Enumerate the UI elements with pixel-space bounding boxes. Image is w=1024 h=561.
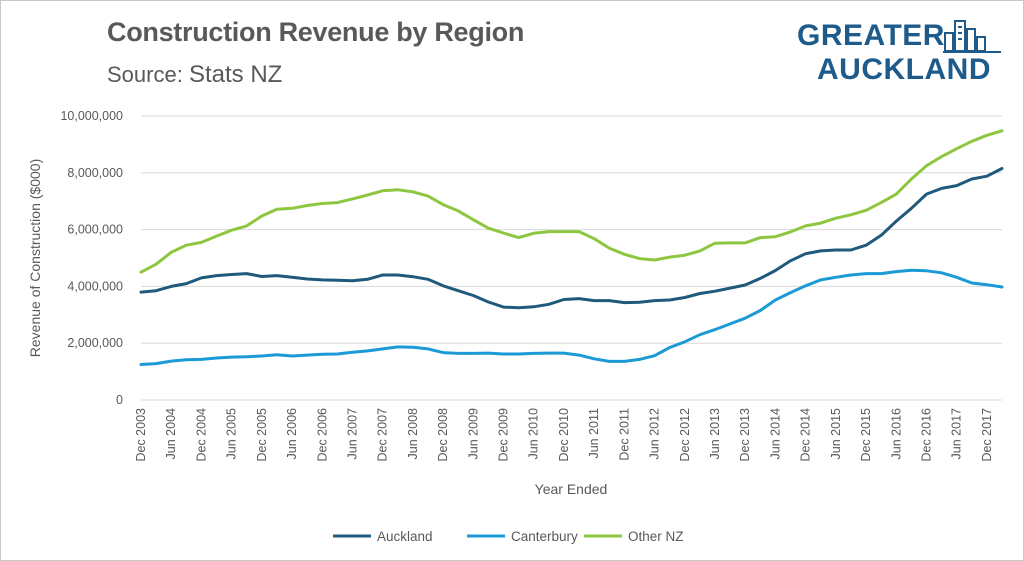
y-tick-label: 4,000,000 — [67, 279, 123, 293]
x-tick-label: Dec 2006 — [315, 408, 329, 462]
x-tick-label: Jun 2017 — [950, 408, 964, 459]
x-tick-label: Dec 2016 — [919, 408, 933, 462]
logo-text-line2: AUCKLAND — [817, 53, 991, 86]
x-tick-label: Jun 2013 — [708, 408, 722, 459]
x-tick-label: Jun 2004 — [164, 408, 178, 459]
x-tick-label: Dec 2007 — [376, 408, 390, 462]
legend-label: Canterbury — [511, 529, 578, 544]
x-tick-label: Jun 2009 — [466, 408, 480, 459]
x-tick-label: Dec 2010 — [557, 408, 571, 462]
x-axis-title: Year Ended — [535, 481, 608, 497]
subtitle-prefix: Source: — [107, 62, 183, 87]
x-tick-label: Dec 2015 — [859, 408, 873, 462]
x-tick-label: Dec 2005 — [255, 408, 269, 462]
x-tick-label: Jun 2007 — [345, 408, 359, 459]
x-tick-label: Jun 2015 — [829, 408, 843, 459]
x-tick-label: Jun 2011 — [587, 408, 601, 459]
x-tick-label: Dec 2003 — [134, 408, 148, 462]
y-tick-label: 2,000,000 — [67, 336, 123, 350]
chart-subtitle: Source: Stats NZ — [107, 61, 282, 89]
x-tick-label: Jun 2014 — [768, 408, 782, 459]
series-line-other-nz — [139, 129, 1004, 274]
chart-title: Construction Revenue by Region — [107, 17, 525, 47]
x-tick-label: Dec 2011 — [617, 408, 631, 461]
y-tick-label: 0 — [116, 393, 123, 407]
y-tick-label: 10,000,000 — [60, 109, 123, 123]
x-tick-label: Dec 2004 — [194, 408, 208, 462]
x-tick-label: Jun 2008 — [406, 408, 420, 459]
legend-label: Other NZ — [628, 529, 684, 544]
x-tick-label: Dec 2013 — [738, 408, 752, 462]
y-axis-title: Revenue of Construction ($000) — [27, 159, 43, 357]
x-tick-label: Jun 2010 — [527, 408, 541, 459]
x-tick-label: Jun 2012 — [648, 408, 662, 459]
x-tick-label: Jun 2006 — [285, 408, 299, 459]
x-tick-label: Jun 2016 — [889, 408, 903, 459]
x-tick-label: Dec 2008 — [436, 408, 450, 462]
x-tick-label: Jun 2005 — [225, 408, 239, 459]
y-tick-label: 8,000,000 — [67, 166, 123, 180]
series-line-auckland — [139, 167, 1004, 310]
x-tick-label: Dec 2009 — [497, 408, 511, 462]
series-line-canterbury — [139, 268, 1004, 366]
city-skyline-icon — [943, 20, 1001, 53]
x-tick-label: Dec 2012 — [678, 408, 692, 462]
legend-label: Auckland — [377, 529, 433, 544]
subtitle-source: Stats NZ — [188, 61, 283, 88]
y-tick-label: 6,000,000 — [67, 223, 123, 237]
greater-auckland-logo: GREATER AUCKLAND — [797, 19, 1003, 86]
x-tick-label: Dec 2017 — [980, 408, 994, 462]
logo-text-line1: GREATER — [797, 19, 945, 52]
x-tick-label: Dec 2014 — [799, 408, 813, 462]
